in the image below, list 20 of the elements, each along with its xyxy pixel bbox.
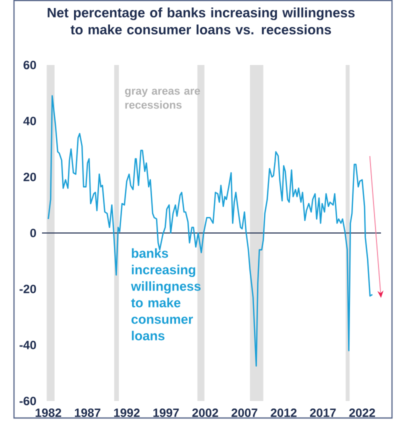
x-tick-label: 1982 bbox=[36, 408, 62, 418]
y-tick-label: 40 bbox=[23, 116, 36, 126]
series-label: banks increasing willingness to make consumer loans bbox=[130, 248, 201, 340]
y-tick-label: 20 bbox=[24, 172, 36, 182]
x-tick-label: 1987 bbox=[74, 408, 100, 418]
x-tick-label: 2017 bbox=[310, 408, 336, 418]
y-tick-label: -40 bbox=[20, 340, 36, 350]
x-tick-label: 1997 bbox=[153, 408, 179, 418]
line-series bbox=[48, 95, 374, 367]
x-tick-label: 2022 bbox=[349, 408, 376, 418]
y-tick-label: 60 bbox=[24, 60, 36, 70]
y-tick-label: 0 bbox=[30, 228, 36, 238]
x-tick-label: 2007 bbox=[232, 408, 258, 418]
x-tick-label: 1992 bbox=[114, 408, 140, 418]
x-tick-label: 2012 bbox=[270, 408, 297, 418]
y-tick-label: -60 bbox=[20, 396, 36, 406]
chart-title: Net percentage of banks increasing willingness to make consumer loans vs. recessions bbox=[48, 8, 355, 34]
x-tick-label: 2002 bbox=[192, 408, 218, 418]
y-tick-label: -20 bbox=[20, 284, 36, 294]
annotation: gray areas are recessions bbox=[125, 88, 200, 109]
